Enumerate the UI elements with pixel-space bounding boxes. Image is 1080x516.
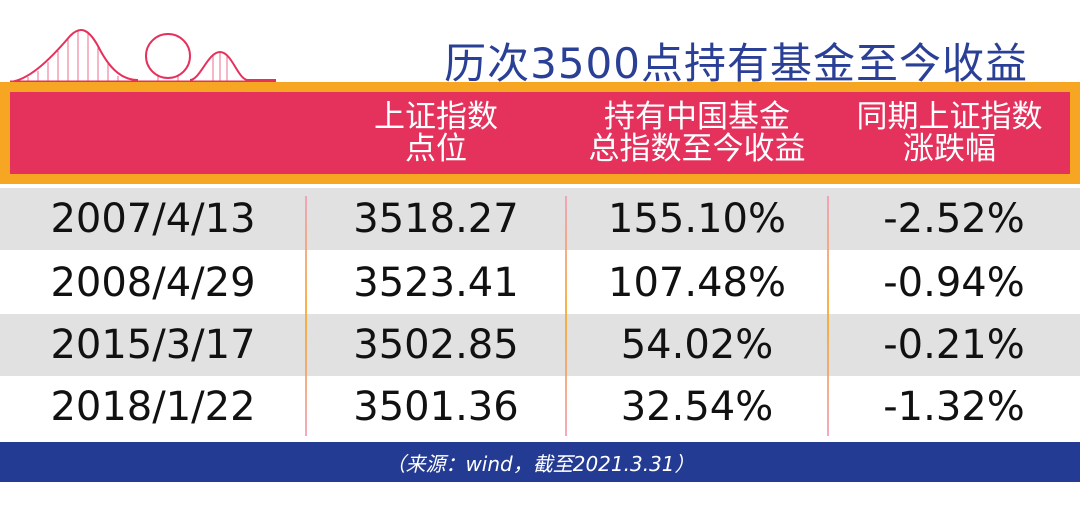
column-divider <box>565 196 567 436</box>
header-fund-return: 持有中国基金 总指数至今收益 <box>567 92 827 174</box>
cell-index: 3518.27 <box>353 196 519 242</box>
table-row: 2018/1/22 3501.36 32.54% -1.32% <box>0 376 1080 438</box>
header-index-change-line1: 同期上证指数 <box>856 99 1043 135</box>
header-index-change: 同期上证指数 涨跌幅 <box>829 92 1070 174</box>
cell-fund-return: 32.54% <box>620 384 774 430</box>
cell-index: 3502.85 <box>353 322 519 368</box>
header-fund-return-line1: 持有中国基金 <box>604 99 790 135</box>
cell-date: 2008/4/29 <box>50 260 256 306</box>
page-title: 历次3500点持有基金至今收益 <box>444 39 1028 88</box>
header-index-level-line1: 上证指数 <box>374 99 498 135</box>
header-date <box>10 92 305 174</box>
cell-index-change: -0.21% <box>883 322 1025 368</box>
cell-index-change: -2.52% <box>883 196 1025 242</box>
column-divider <box>827 196 829 436</box>
roller-coaster-icon <box>9 29 276 84</box>
table-header <box>10 92 1070 174</box>
table-row: 2008/4/29 3523.41 107.48% -0.94% <box>0 252 1080 314</box>
cell-date: 2018/1/22 <box>50 384 256 430</box>
table-row: 2015/3/17 3502.85 54.02% -0.21% <box>0 314 1080 376</box>
table-row: 2007/4/13 3518.27 155.10% -2.52% <box>0 188 1080 250</box>
cell-index: 3523.41 <box>353 260 519 306</box>
cell-index-change: -0.94% <box>883 260 1025 306</box>
source-footnote: （来源：wind，截至2021.3.31） <box>0 442 1080 482</box>
cell-fund-return: 155.10% <box>608 196 786 242</box>
cell-fund-return: 54.02% <box>620 322 774 368</box>
cell-date: 2015/3/17 <box>50 322 256 368</box>
cell-fund-return: 107.48% <box>608 260 786 306</box>
cell-index-change: -1.32% <box>883 384 1025 430</box>
header-index-change-line2: 涨跌幅 <box>903 131 996 167</box>
cell-date: 2007/4/13 <box>50 196 256 242</box>
cell-index: 3501.36 <box>353 384 519 430</box>
header-index-level: 上证指数 点位 <box>307 92 565 174</box>
column-divider <box>305 196 307 436</box>
header-fund-return-line2: 总指数至今收益 <box>588 131 806 167</box>
header-index-level-line2: 点位 <box>405 131 467 167</box>
